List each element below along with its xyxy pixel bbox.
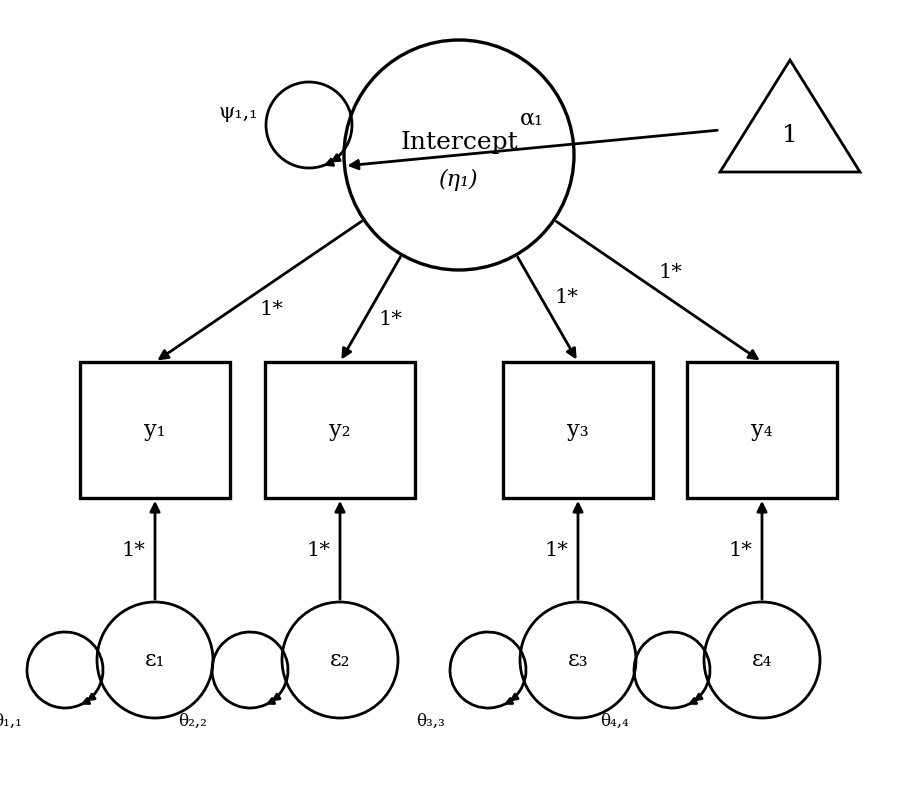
Text: y₃: y₃: [567, 419, 588, 441]
Text: 1*: 1*: [728, 540, 752, 559]
Text: 1*: 1*: [121, 540, 145, 559]
Text: θ₁,₁: θ₁,₁: [0, 713, 22, 730]
Text: ε₃: ε₃: [567, 649, 588, 671]
Text: 1*: 1*: [658, 263, 682, 282]
Bar: [80, 362, 230, 498]
Text: θ₃,₃: θ₃,₃: [416, 713, 445, 730]
Text: θ₂,₂: θ₂,₂: [178, 713, 207, 730]
Text: ε₂: ε₂: [330, 649, 350, 671]
Text: Intercept: Intercept: [400, 131, 518, 154]
Text: 1: 1: [782, 123, 798, 146]
Text: ε₁: ε₁: [145, 649, 165, 671]
Text: 1*: 1*: [554, 288, 578, 307]
Text: 1*: 1*: [378, 310, 402, 329]
Text: 1*: 1*: [260, 300, 284, 319]
Bar: [265, 362, 415, 498]
Text: y₄: y₄: [751, 419, 773, 441]
Text: y₁: y₁: [144, 419, 166, 441]
Text: ψ₁,₁: ψ₁,₁: [218, 103, 258, 122]
Text: (η₁): (η₁): [439, 169, 479, 191]
Bar: [687, 362, 837, 498]
Text: α₁: α₁: [521, 108, 544, 130]
Bar: [503, 362, 653, 498]
Text: θ₄,₄: θ₄,₄: [600, 713, 629, 730]
Text: ε₄: ε₄: [752, 649, 772, 671]
Text: y₂: y₂: [330, 419, 351, 441]
Text: 1*: 1*: [306, 540, 330, 559]
Text: 1*: 1*: [544, 540, 568, 559]
